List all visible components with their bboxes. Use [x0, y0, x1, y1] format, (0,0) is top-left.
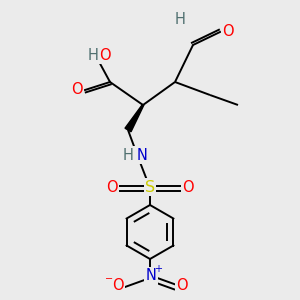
Text: O: O — [99, 47, 111, 62]
Polygon shape — [125, 105, 144, 132]
Text: H: H — [123, 148, 134, 163]
Text: S: S — [145, 179, 155, 194]
Text: H: H — [175, 13, 185, 28]
Text: O: O — [112, 278, 124, 293]
Text: −: − — [105, 274, 113, 284]
Text: O: O — [182, 179, 194, 194]
Text: N: N — [146, 268, 156, 284]
Text: +: + — [154, 264, 162, 274]
Text: O: O — [176, 278, 188, 293]
Text: O: O — [222, 23, 234, 38]
Text: H: H — [88, 47, 98, 62]
Text: O: O — [106, 179, 118, 194]
Text: O: O — [71, 82, 83, 97]
Text: N: N — [136, 148, 147, 163]
